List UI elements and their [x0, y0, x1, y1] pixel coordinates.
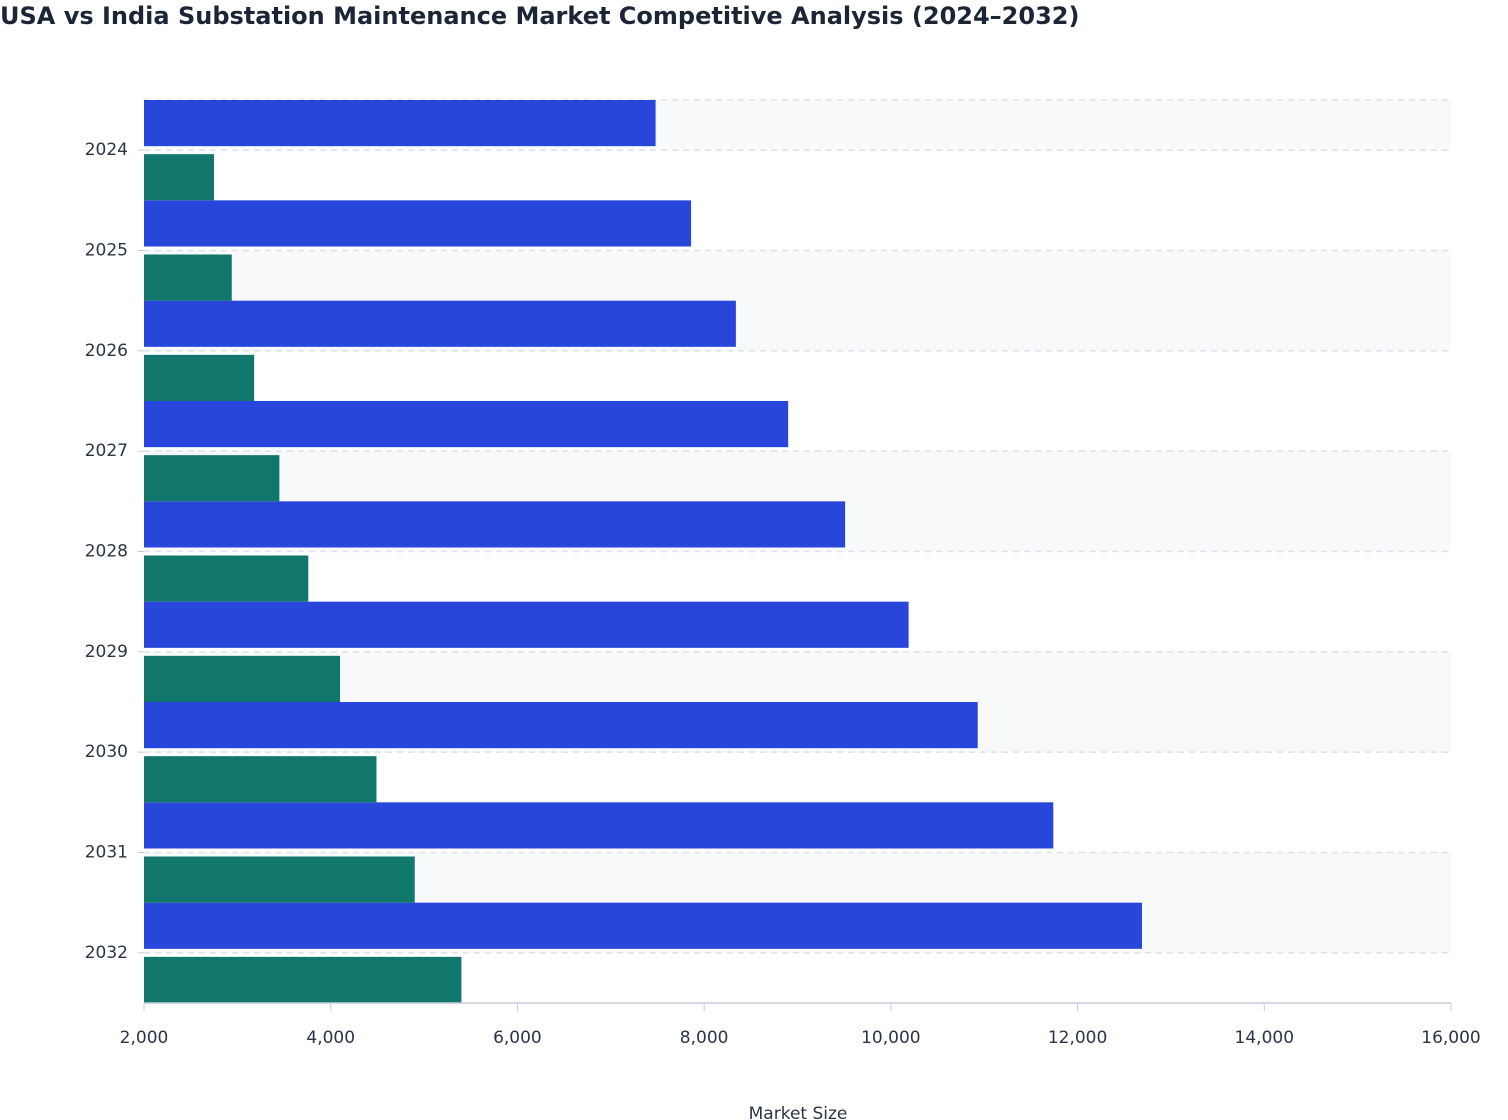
y-tick-label: 2032	[85, 943, 128, 963]
y-tick-label: 2029	[85, 642, 128, 662]
y-tick-label: 2027	[85, 441, 128, 461]
bar	[144, 555, 309, 602]
bar	[144, 802, 1054, 849]
bar	[144, 455, 280, 502]
bar	[144, 756, 377, 803]
bar	[144, 702, 978, 749]
bar	[144, 956, 462, 1003]
bar	[144, 154, 215, 201]
bar	[144, 300, 736, 347]
x-tick-label: 6,000	[493, 1028, 542, 1048]
bar	[144, 902, 1142, 949]
x-tick-label: 4,000	[306, 1028, 355, 1048]
bar	[144, 856, 415, 903]
bar	[144, 354, 255, 401]
x-tick-label: 16,000	[1421, 1028, 1480, 1048]
y-tick-label: 2028	[85, 542, 128, 562]
bar	[144, 401, 789, 448]
y-tick-label: 2024	[85, 140, 128, 160]
x-tick-label: 8,000	[680, 1028, 729, 1048]
y-tick-label: 2026	[85, 341, 128, 361]
bar	[144, 100, 656, 147]
y-tick-label: 2030	[85, 742, 128, 762]
x-tick-label: 10,000	[861, 1028, 920, 1048]
x-tick-label: 14,000	[1235, 1028, 1294, 1048]
bar	[144, 601, 909, 648]
y-tick-label: 2031	[85, 843, 128, 863]
bar	[144, 200, 692, 247]
x-axis-title: Market Size	[749, 1104, 848, 1120]
chart-title: USA vs India Substation Maintenance Mark…	[0, 2, 1079, 30]
bar	[144, 655, 341, 702]
x-tick-label: 2,000	[120, 1028, 169, 1048]
bar	[144, 501, 846, 548]
y-tick-label: 2025	[85, 241, 128, 261]
x-tick-label: 12,000	[1048, 1028, 1107, 1048]
bar	[144, 254, 232, 301]
